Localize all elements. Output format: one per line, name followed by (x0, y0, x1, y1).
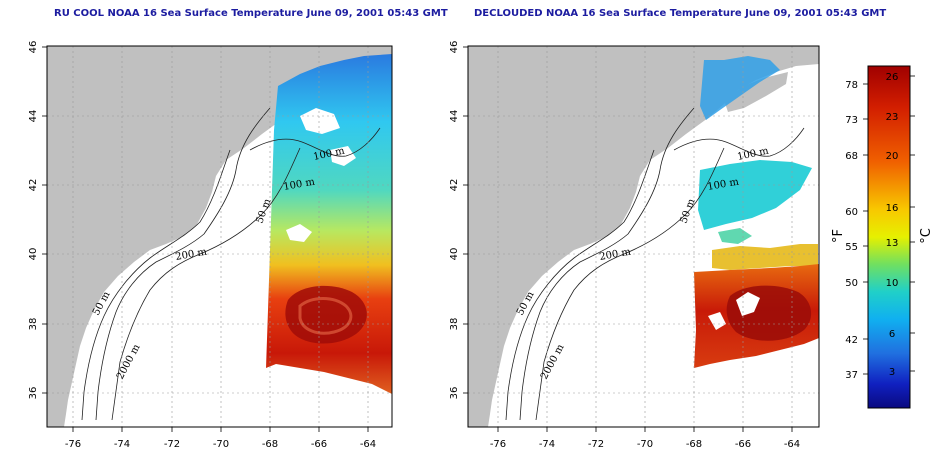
left-lat-tick: 42 (28, 179, 39, 192)
celsius-tick: 20 (886, 151, 899, 162)
right-sst-small-patch (718, 228, 752, 244)
right-lat-tick: 44 (449, 110, 460, 123)
left-land-mass (47, 46, 392, 427)
left-map-title: RU COOL NOAA 16 Sea Surface Temperature … (54, 8, 448, 19)
left-lat-tick: 38 (28, 318, 39, 331)
left-lon-tick: -70 (213, 439, 229, 450)
celsius-unit-label: °C (919, 228, 934, 244)
celsius-tick: 16 (886, 203, 899, 214)
right-isobath-200 (519, 107, 695, 421)
celsius-tick: 10 (886, 278, 899, 289)
right-sst-mid-patch (698, 160, 812, 230)
right-eddy-core (726, 285, 812, 341)
celsius-tick: 13 (886, 238, 899, 249)
left-isobath-shallow (81, 149, 231, 421)
temperature-colorbar: 78 73 68 60 55 50 42 37 26 23 20 16 13 1… (831, 65, 934, 409)
right-grid (468, 46, 819, 427)
right-lon-tick: -66 (735, 439, 751, 450)
left-gulf-of-maine-contour (249, 127, 381, 157)
left-lat-tick: 44 (28, 110, 39, 123)
right-gulf-of-maine-contour (673, 127, 805, 157)
right-nova-scotia (724, 72, 788, 112)
left-axis-ticks (42, 46, 369, 432)
colorbar-ticks (863, 75, 915, 375)
right-lon-tick: -72 (588, 439, 604, 450)
right-lat-tick: 42 (449, 179, 460, 192)
right-lon-tick: -74 (539, 439, 555, 450)
celsius-tick: 3 (889, 367, 895, 378)
left-map-panel: -76 -74 -72 -70 -68 -66 -64 36 38 40 42 … (28, 41, 393, 450)
left-lon-tick: -64 (360, 439, 376, 450)
left-lat-tick: 46 (28, 41, 39, 54)
right-axis-ticks (463, 46, 793, 432)
left-lon-tick: -72 (164, 439, 180, 450)
fahrenheit-tick: 60 (845, 207, 858, 218)
left-lat-tick: 36 (28, 387, 39, 400)
fahrenheit-unit-label: °F (831, 229, 846, 243)
left-bay-detail (122, 256, 166, 310)
right-lon-tick: -70 (637, 439, 653, 450)
left-lon-tick: -76 (65, 439, 81, 450)
right-land-mass (468, 46, 819, 427)
colorbar-celsius-labels: 26 23 20 16 13 10 6 3 (886, 72, 899, 378)
left-lon-tick: -68 (262, 439, 278, 450)
right-lon-tick: -76 (490, 439, 506, 450)
fahrenheit-tick: 55 (845, 242, 858, 253)
right-lat-tick: 40 (449, 248, 460, 261)
left-eddy-core (285, 285, 367, 344)
right-lat-tick: 38 (449, 318, 460, 331)
right-isobath-shallow (505, 149, 655, 421)
right-lon-tick: -64 (784, 439, 800, 450)
left-lon-tick: -74 (114, 439, 130, 450)
left-cloud-patch (286, 108, 356, 242)
left-isobath-2000 (111, 147, 301, 421)
left-isobath-200 (95, 107, 271, 421)
right-lon-tick: -68 (686, 439, 702, 450)
left-lon-tick: -66 (311, 439, 327, 450)
right-lat-tick-labels: 36 38 40 42 44 46 (449, 41, 460, 400)
left-lon-tick-labels: -76 -74 -72 -70 -68 -66 -64 (65, 439, 376, 450)
left-map-frame (46, 45, 393, 428)
left-grid (47, 46, 392, 427)
celsius-tick: 6 (889, 329, 895, 340)
right-lat-tick: 36 (449, 387, 460, 400)
fahrenheit-tick: 50 (845, 278, 858, 289)
left-lat-tick: 40 (28, 248, 39, 261)
fahrenheit-tick: 68 (845, 151, 858, 162)
fahrenheit-tick: 73 (845, 115, 858, 126)
colorbar-gradient (867, 65, 911, 409)
fahrenheit-tick: 42 (845, 335, 858, 346)
right-map-frame (467, 45, 820, 428)
fahrenheit-tick: 37 (845, 370, 858, 381)
celsius-tick: 23 (886, 112, 899, 123)
colorbar-fahrenheit-labels: 78 73 68 60 55 50 42 37 (845, 80, 858, 381)
right-lon-tick-labels: -76 -74 -72 -70 -68 -66 -64 (490, 439, 800, 450)
right-map-title: DECLOUDED NOAA 16 Sea Surface Temperatur… (474, 8, 887, 19)
left-eddy-ring (298, 297, 353, 335)
right-bay-detail (546, 256, 590, 310)
fahrenheit-tick: 78 (845, 80, 858, 91)
celsius-tick: 26 (886, 72, 899, 83)
right-sst-northern-patch (700, 56, 780, 120)
right-map-panel: -76 -74 -72 -70 -68 -66 -64 36 38 40 42 … (449, 41, 820, 450)
right-lat-tick: 46 (449, 41, 460, 54)
right-sst-warm-band (712, 244, 818, 270)
left-lat-tick-labels: 36 38 40 42 44 46 (28, 41, 39, 400)
right-cloud-gap (708, 292, 760, 330)
